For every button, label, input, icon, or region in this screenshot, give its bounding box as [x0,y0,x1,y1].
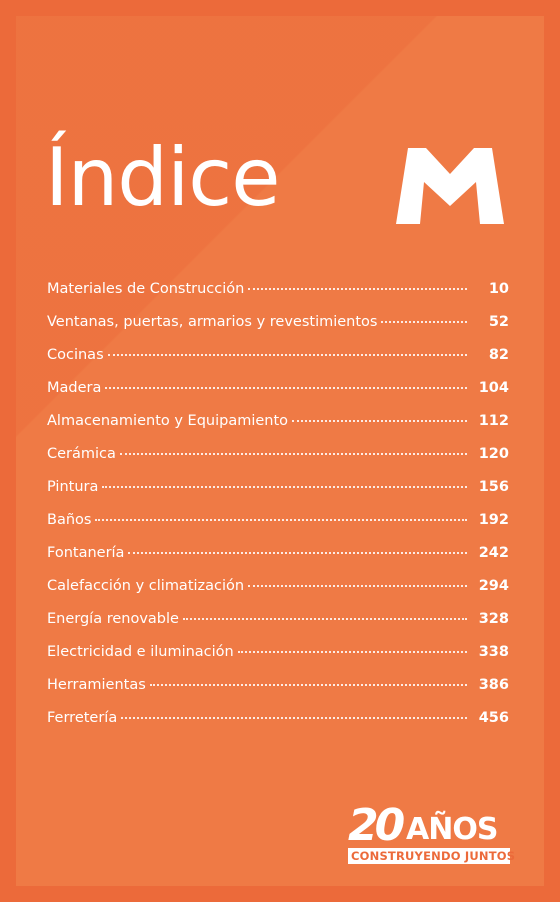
toc-leader-dots [248,585,467,587]
toc-entry-page: 52 [488,314,509,330]
toc-entry[interactable]: Cocinas 82 [47,347,509,380]
table-of-contents: Materiales de Construcción 10 Ventanas, pu… [47,281,509,743]
badge-subtitle: CONSTRUYENDO JUNTOS [351,849,516,863]
toc-leader-dots [237,651,467,653]
toc-entry[interactable]: Electricidad e iluminación 338 [47,644,509,677]
toc-entry-label: Fontanería [47,545,125,561]
toc-entry-page: 456 [478,710,509,726]
toc-leader-dots [95,519,467,521]
toc-entry[interactable]: Cerámica 120 [47,446,509,479]
toc-entry[interactable]: Calefacción y climatización 294 [47,578,509,611]
toc-entry[interactable]: Energía renovable 328 [47,611,509,644]
page-title: Índice [45,131,281,224]
toc-entry[interactable]: Pintura 156 [47,479,509,512]
toc-entry[interactable]: Herramientas 386 [47,677,509,710]
toc-entry-label: Materiales de Construcción [47,281,245,297]
toc-entry-page: 338 [478,644,509,660]
badge-number: 20 [348,800,405,851]
toc-entry-page: 192 [478,512,509,528]
toc-entry-label: Ferretería [47,710,118,726]
toc-leader-dots [248,288,467,290]
toc-leader-dots [128,552,467,554]
toc-entry-label: Cocinas [47,347,104,363]
toc-leader-dots [121,717,467,719]
toc-entry-page: 242 [478,545,509,561]
toc-entry-page: 82 [488,347,509,363]
toc-entry[interactable]: Fontanería 242 [47,545,509,578]
toc-entry-label: Cerámica [47,446,116,462]
toc-entry-page: 10 [488,281,509,297]
index-panel [16,16,544,886]
toc-entry-label: Baños [47,512,92,528]
badge-strip [348,848,510,864]
toc-entry[interactable]: Madera 104 [47,380,509,413]
toc-entry-page: 104 [478,380,509,396]
badge-word: AÑOS [406,812,498,847]
toc-entry-label: Electricidad e iluminación [47,644,234,660]
envelope-m-logo-icon [396,148,504,224]
panel-diagonal-shade [16,16,544,886]
toc-leader-dots [119,453,467,455]
toc-entry[interactable]: Almacenamiento y Equipamiento 112 [47,413,509,446]
toc-entry-label: Pintura [47,479,99,495]
toc-entry[interactable]: Ferretería 456 [47,710,509,743]
toc-leader-dots [381,321,467,323]
anniversary-badge: 20 AÑOS CONSTRUYENDO JUNTOS [348,800,515,866]
toc-entry[interactable]: Materiales de Construcción 10 [47,281,509,314]
toc-entry-page: 328 [478,611,509,627]
toc-entry-label: Calefacción y climatización [47,578,245,594]
toc-entry[interactable]: Baños 192 [47,512,509,545]
toc-entry-page: 386 [478,677,509,693]
toc-leader-dots [292,420,467,422]
toc-entry-page: 112 [478,413,509,429]
toc-entry-label: Almacenamiento y Equipamiento [47,413,289,429]
toc-leader-dots [182,618,467,620]
toc-entry-label: Herramientas [47,677,146,693]
toc-leader-dots [105,387,467,389]
toc-entry[interactable]: Ventanas, puertas, armarios y revestimie… [47,314,509,347]
toc-entry-page: 156 [478,479,509,495]
toc-entry-page: 120 [478,446,509,462]
toc-leader-dots [102,486,467,488]
toc-leader-dots [149,684,467,686]
toc-leader-dots [107,354,467,356]
toc-entry-label: Ventanas, puertas, armarios y revestimie… [47,314,378,330]
toc-entry-label: Energía renovable [47,611,179,627]
toc-entry-page: 294 [478,578,509,594]
toc-entry-label: Madera [47,380,102,396]
